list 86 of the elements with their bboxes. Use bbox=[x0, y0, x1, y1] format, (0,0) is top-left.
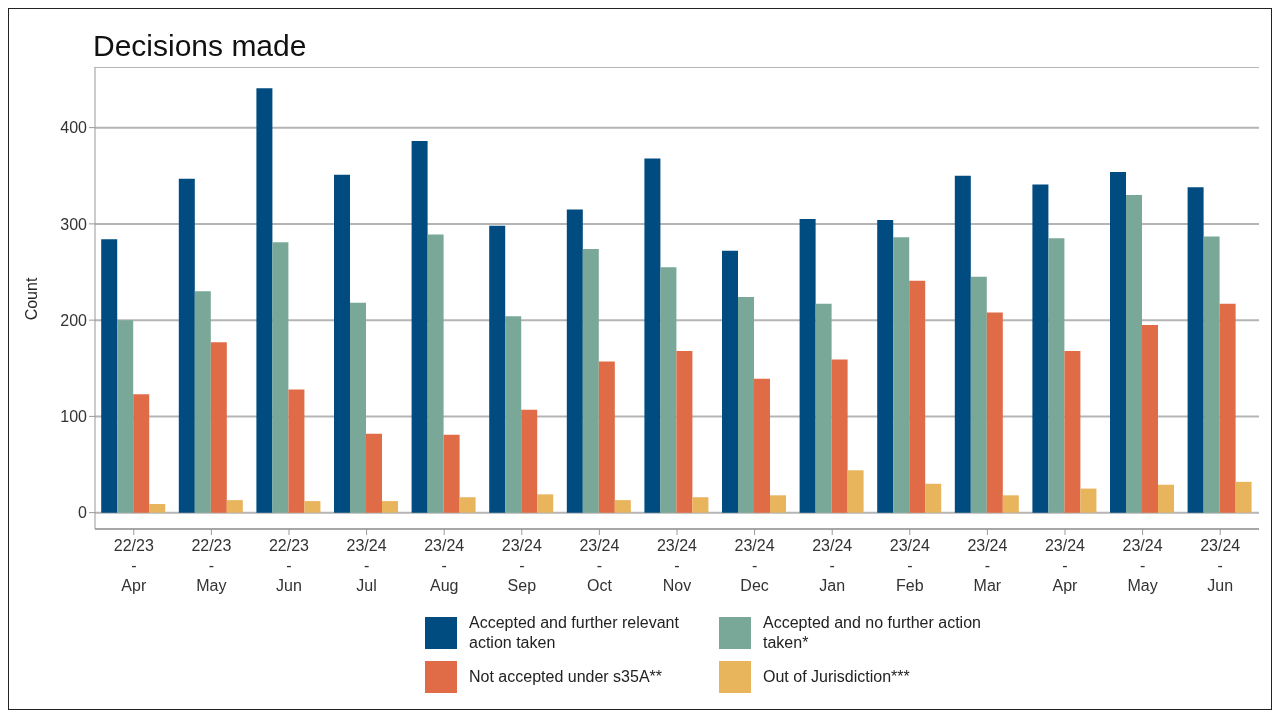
x-tick-label: 23/24 - Mar bbox=[967, 537, 1008, 594]
bar bbox=[614, 500, 631, 513]
bar bbox=[1219, 303, 1236, 513]
x-tick-label: 23/24 - Sep bbox=[501, 537, 542, 594]
bar bbox=[1080, 488, 1097, 513]
x-tick-label: 23/24 - May bbox=[1122, 537, 1163, 594]
chart-title: Decisions made bbox=[93, 29, 307, 63]
bar bbox=[676, 350, 693, 513]
bar bbox=[893, 237, 910, 513]
bar bbox=[427, 234, 444, 513]
legend-label: Out of Jurisdiction*** bbox=[763, 667, 911, 687]
y-tick-label: 300 bbox=[60, 215, 88, 233]
y-tick-label: 0 bbox=[78, 504, 88, 522]
bar bbox=[443, 434, 460, 513]
x-tick-label: 23/24 - Dec bbox=[734, 537, 775, 594]
bar bbox=[722, 250, 739, 513]
bar bbox=[1235, 481, 1252, 513]
y-axis-title: Count bbox=[23, 277, 41, 321]
bar bbox=[149, 503, 166, 513]
bar bbox=[1064, 350, 1081, 513]
bar bbox=[1110, 171, 1127, 513]
x-tick-label: 22/23 - Jun bbox=[268, 537, 310, 594]
bar bbox=[692, 497, 709, 513]
bar bbox=[521, 409, 538, 513]
bar bbox=[194, 291, 211, 513]
x-tick-label: 22/23 - May bbox=[191, 537, 232, 594]
x-tick-label: 23/24 - Jun bbox=[1200, 537, 1241, 594]
bar bbox=[566, 209, 583, 513]
x-tick-label: 23/24 - Jul bbox=[346, 537, 387, 594]
bar bbox=[644, 158, 661, 513]
x-tick-label: 23/24 - Jan bbox=[812, 537, 853, 594]
bar bbox=[101, 239, 118, 513]
bar bbox=[366, 433, 383, 513]
bar bbox=[334, 174, 351, 513]
bar bbox=[133, 394, 150, 513]
bar bbox=[350, 302, 367, 513]
y-tick-label: 400 bbox=[60, 119, 88, 137]
bar bbox=[117, 320, 134, 513]
bar bbox=[226, 500, 243, 513]
bar bbox=[304, 501, 321, 513]
legend-label: Accepted and no further action taken* bbox=[763, 613, 982, 653]
bar bbox=[738, 297, 755, 513]
bar bbox=[537, 494, 554, 513]
bar bbox=[210, 342, 227, 513]
bar bbox=[1048, 238, 1065, 513]
bar bbox=[770, 495, 787, 513]
legend-label: Not accepted under s35A** bbox=[469, 667, 663, 687]
x-tick-label: 23/24 - Oct bbox=[579, 537, 620, 594]
bar bbox=[831, 359, 848, 513]
bar bbox=[1187, 187, 1204, 513]
bar bbox=[986, 312, 1003, 513]
bar bbox=[411, 141, 428, 513]
x-tick-label: 22/23 - Apr bbox=[113, 537, 154, 594]
bar bbox=[1142, 324, 1159, 513]
bar bbox=[877, 220, 894, 513]
bar bbox=[459, 497, 476, 513]
bar bbox=[272, 242, 289, 513]
bar bbox=[925, 483, 942, 513]
bar bbox=[1158, 484, 1175, 513]
bar bbox=[288, 389, 305, 513]
bar bbox=[970, 276, 987, 513]
bar bbox=[754, 378, 771, 513]
bar bbox=[815, 303, 832, 513]
x-tick-label: 23/24 - Apr bbox=[1044, 537, 1086, 594]
bar bbox=[582, 248, 599, 513]
bar bbox=[799, 219, 816, 513]
bar bbox=[1002, 495, 1019, 513]
bar bbox=[1126, 195, 1143, 513]
legend-label: Accepted and further relevant action taken bbox=[469, 613, 680, 653]
x-tick-label: 23/24 - Nov bbox=[656, 537, 698, 594]
bar bbox=[178, 178, 195, 513]
bar bbox=[847, 470, 864, 513]
bar bbox=[1203, 236, 1220, 513]
x-tick-label: 23/24 - Aug bbox=[424, 537, 465, 594]
bar bbox=[909, 280, 926, 513]
bar bbox=[382, 501, 399, 513]
y-tick-label: 100 bbox=[60, 408, 88, 426]
bar bbox=[256, 88, 273, 513]
bar bbox=[489, 225, 506, 513]
bar bbox=[1032, 184, 1049, 513]
bar bbox=[954, 175, 971, 513]
x-tick-label: 23/24 - Feb bbox=[889, 537, 930, 594]
bar bbox=[505, 316, 522, 513]
bar bbox=[598, 361, 615, 513]
bar bbox=[660, 267, 677, 513]
y-tick-label: 200 bbox=[60, 311, 88, 329]
